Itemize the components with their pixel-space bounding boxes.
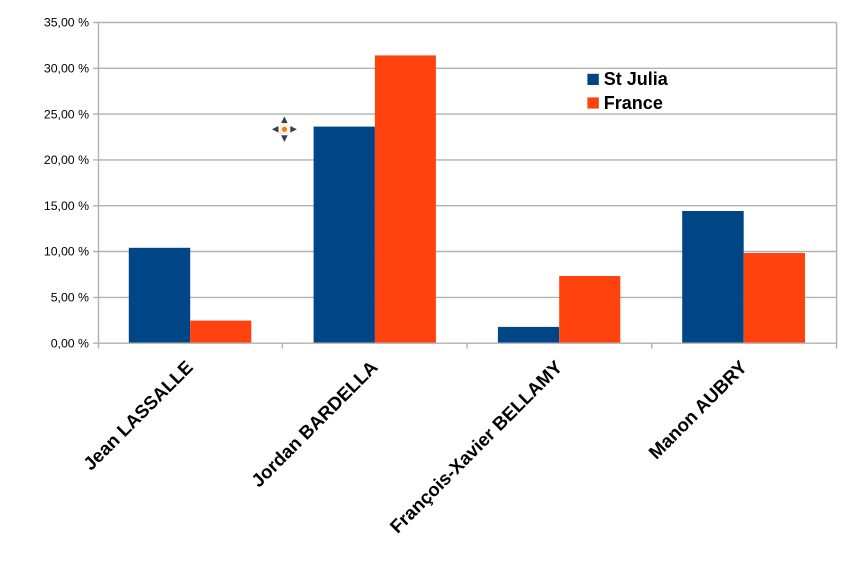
svg-text:35,00 %: 35,00 % (44, 16, 89, 30)
svg-text:5,00 %: 5,00 % (51, 291, 89, 305)
svg-text:France: France (604, 93, 663, 113)
svg-text:25,00 %: 25,00 % (44, 107, 89, 121)
svg-text:15,00 %: 15,00 % (44, 199, 89, 213)
svg-text:St Julia: St Julia (604, 69, 669, 89)
svg-text:30,00 %: 30,00 % (44, 62, 89, 76)
svg-text:20,00 %: 20,00 % (44, 153, 89, 167)
svg-text:10,00 %: 10,00 % (44, 245, 89, 259)
svg-text:0,00 %: 0,00 % (51, 336, 89, 350)
